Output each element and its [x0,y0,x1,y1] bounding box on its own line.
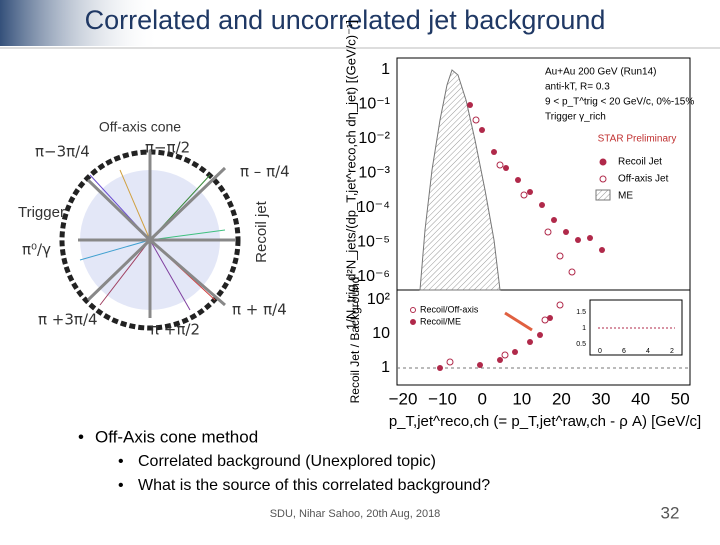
footer: SDU, Nihar Sahoo, 20th Aug, 2018 [270,508,441,520]
legend-marker [599,175,607,183]
bullet-marker: • [118,453,124,470]
legend-entry: Recoil Jet [618,157,662,168]
y-tick-label: 1 [381,61,390,78]
inset-tick: 0.5 [576,341,586,348]
legend-entry: ME [618,191,633,202]
x-tick-label: 0 [477,389,486,408]
y-axis-label: 1/N_trig d²N_jets/(dp_T,jet^reco,ch dη_j… [343,20,358,330]
inset-tick: 1.5 [576,309,586,316]
legend-entry: Off-axis Jet [618,174,669,185]
bullet: Correlated background (Unexplored topic) [138,453,436,470]
inset-tick: 6 [622,348,626,355]
info: Trigger γ_rich [545,112,606,123]
label: π +π/2 [150,321,200,339]
y-tick-label: 10⁻⁵ [357,234,390,251]
me-histogram [419,69,501,291]
legend-entry: Recoil/Off-axis [420,304,479,314]
legend-marker [595,189,611,201]
label: π +3π/4 [38,311,98,329]
inset-tick: 0 [598,348,602,355]
x-tick-label: 20 [552,389,571,408]
offaxis-points [446,116,576,366]
label: π – π/4 [240,163,290,181]
title-band [0,0,160,46]
label: π⁰/γ [22,241,51,259]
bullet-marker: • [118,477,124,494]
x-tick-label: 50 [671,389,690,408]
x-tick-label: 40 [631,389,650,408]
info: 9 < p_T^trig < 20 GeV/c, 0%-15% [545,97,694,108]
bullet: What is the source of this correlated ba… [138,477,490,494]
label: π + π/4 [232,301,287,319]
label: Recoil jet [253,200,270,263]
inset-tick: 4 [646,348,650,355]
legend-marker [410,319,416,325]
y-tick-label: 10⁻³ [358,165,390,182]
title: Correlated and uncorrelated jet backgrou… [85,5,606,35]
event-display [59,149,241,331]
label: π−3π/4 [35,143,90,161]
legend-entry: Recoil/ME [420,316,461,326]
x-axis-label: p_T,jet^reco,ch (= p_T,jet^raw,ch - ρ A)… [389,413,701,430]
info: anti-kT, R= 0.3 [545,82,610,93]
x-tick-label: 10 [512,389,531,408]
legend-marker [410,307,416,313]
bullet-marker: • [78,427,84,446]
label: π−π/2 [145,139,190,157]
inset-tick: 2 [670,348,674,355]
x-tick-label: −20 [389,389,418,408]
legend-marker [599,158,607,166]
y-tick-label: 1 [381,359,390,376]
bullet: Off-Axis cone method [95,427,258,446]
page-number: 32 [661,503,680,522]
y-tick-label: 10⁻² [358,130,390,147]
arrow [504,311,533,332]
inset-tick: 1 [582,325,586,332]
y-tick-label: 10 [372,325,390,342]
label: Off-axis cone [99,119,181,135]
y-tick-label: 10⁻⁶ [357,268,390,285]
x-tick-label: 30 [592,389,611,408]
x-tick-label: −10 [428,389,457,408]
recoil-points [437,102,605,371]
preliminary: STAR Preliminary [598,134,677,145]
y-tick-label: 10⁻¹ [358,96,390,113]
info: Au+Au 200 GeV (Run14) [545,67,656,78]
y-tick-label: 10⁻⁴ [357,199,390,216]
y-axis-label: Recoil Jet / Background [348,277,362,404]
y-tick-label: 10² [367,291,391,308]
label: Trigger [18,204,65,221]
